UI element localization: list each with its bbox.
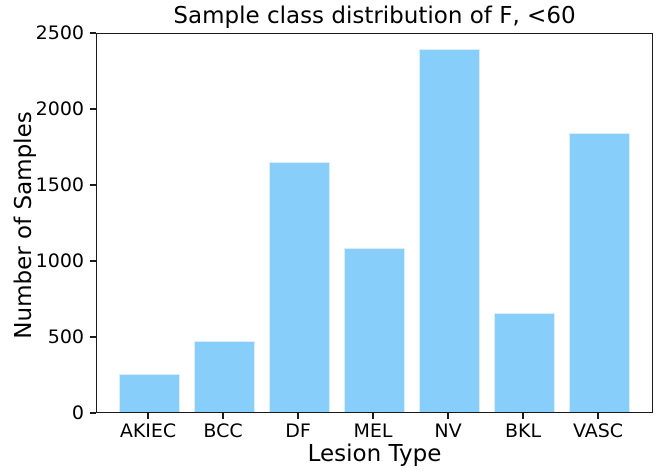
x-tick-mark — [147, 413, 149, 419]
y-tick-label: 500 — [47, 326, 84, 348]
x-tick-mark — [372, 413, 374, 419]
x-tick-label: VASC — [572, 420, 624, 442]
y-tick-mark — [90, 412, 96, 414]
y-tick-mark — [90, 32, 96, 34]
bar-nv — [418, 49, 480, 412]
x-tick-mark — [447, 413, 449, 419]
x-tick-label: AKIEC — [119, 420, 177, 442]
plot-area — [96, 33, 653, 413]
y-tick-label: 1500 — [35, 174, 84, 196]
x-tick-mark — [222, 413, 224, 419]
x-tick-mark — [522, 413, 524, 419]
x-tick-mark — [297, 413, 299, 419]
y-tick-mark — [90, 108, 96, 110]
bar-mel — [343, 248, 405, 412]
x-axis-label: Lesion Type — [307, 441, 442, 467]
y-tick-label: 2500 — [35, 22, 84, 44]
bar-akiec — [118, 374, 180, 412]
y-tick-label: 1000 — [35, 250, 84, 272]
y-tick-label: 0 — [71, 402, 84, 424]
bar-vasc — [568, 133, 630, 412]
y-axis-label: Number of Samples — [11, 111, 37, 339]
x-tick-label: DF — [285, 420, 311, 442]
x-tick-label: BKL — [504, 420, 542, 442]
y-tick-label: 2000 — [35, 98, 84, 120]
x-tick-label: BCC — [203, 420, 243, 442]
y-tick-mark — [90, 260, 96, 262]
x-tick-label: NV — [434, 420, 462, 442]
y-tick-mark — [90, 336, 96, 338]
bar-df — [268, 162, 330, 412]
x-tick-mark — [597, 413, 599, 419]
y-tick-mark — [90, 184, 96, 186]
x-tick-label: MEL — [353, 420, 393, 442]
bar-bkl — [493, 313, 555, 412]
chart-title: Sample class distribution of F, <60 — [173, 3, 576, 29]
bar-bcc — [193, 341, 255, 412]
